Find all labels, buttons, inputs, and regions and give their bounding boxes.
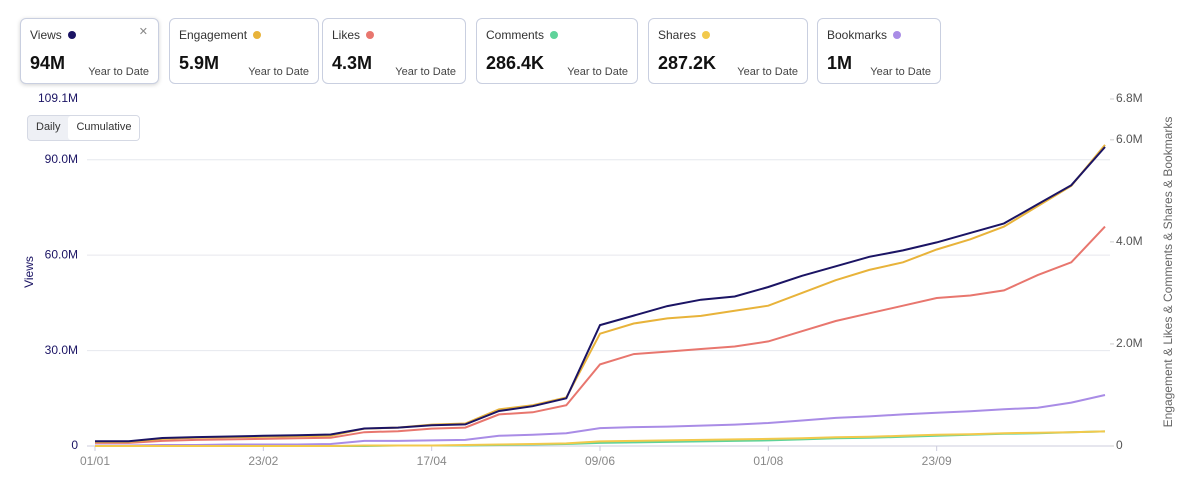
y2-tick-label: 6.0M [1116, 132, 1143, 146]
card-name: Views [30, 28, 76, 42]
card-period: Year to Date [88, 66, 149, 78]
card-label: Engagement [179, 28, 248, 42]
y-tick-label: 0 [71, 438, 78, 452]
card-value: 4.3M [332, 53, 373, 73]
card-value: 286.4K [486, 53, 545, 73]
card-value: 5.9M [179, 53, 220, 73]
card-label: Likes [332, 28, 361, 42]
series-line [95, 394, 1106, 447]
card-period: Year to Date [248, 66, 309, 78]
color-dot [67, 31, 76, 39]
card-value: 287.2K [658, 53, 717, 73]
metric-card[interactable]: Likes 4.3M Year to Date [322, 18, 466, 84]
color-dot [366, 31, 375, 39]
color-dot [253, 31, 262, 39]
card-value: 94M [30, 53, 66, 73]
y-tick-label: 30.0M [45, 343, 78, 357]
card-period: Year to Date [395, 66, 456, 78]
view-toggle: Daily Cumulative [27, 115, 141, 141]
card-name: Shares [658, 28, 711, 42]
metric-card[interactable]: Comments 286.4K Year to Date [476, 18, 638, 84]
x-tick-label: 23/02 [248, 454, 278, 468]
card-name: Comments [486, 28, 559, 42]
card-name: Bookmarks [827, 28, 902, 42]
card-name: Engagement [179, 28, 262, 42]
x-tick-label: 17/04 [417, 454, 447, 468]
toggle-button[interactable]: Cumulative [68, 116, 140, 140]
card-label: Shares [658, 28, 697, 42]
y2-tick-label: 2.0M [1116, 336, 1143, 350]
card-label: Comments [486, 28, 545, 42]
series-line [95, 225, 1106, 444]
y-axis-label: Views [22, 256, 36, 288]
metric-card[interactable]: Bookmarks 1M Year to Date [817, 18, 941, 84]
card-period: Year to Date [567, 66, 628, 78]
close-icon[interactable]: ✕ [138, 26, 148, 38]
metric-card[interactable]: Shares 287.2K Year to Date [648, 18, 808, 84]
card-label: Bookmarks [827, 28, 888, 42]
y2-tick-label: 4.0M [1116, 234, 1143, 248]
x-tick-label: 01/01 [80, 454, 110, 468]
color-dot [702, 31, 711, 39]
metric-card[interactable]: Views 94M Year to Date ✕ [20, 18, 159, 84]
color-dot [893, 31, 902, 39]
y2-axis-label: Engagement & Likes & Comments & Shares &… [1161, 117, 1175, 428]
card-period: Year to Date [737, 66, 798, 78]
card-label: Views [30, 28, 62, 42]
series-line [95, 144, 1106, 443]
x-tick-label: 09/06 [585, 454, 615, 468]
x-tick-label: 01/08 [753, 454, 783, 468]
color-dot [550, 31, 559, 39]
toggle-button[interactable]: Daily [36, 121, 61, 133]
series-line [95, 146, 1106, 443]
series-line [95, 430, 1106, 447]
card-value: 1M [827, 53, 853, 73]
y-tick-label: 109.1M [38, 91, 78, 105]
card-name: Likes [332, 28, 375, 42]
y2-tick-label: 0 [1116, 438, 1123, 452]
metric-card[interactable]: Engagement 5.9M Year to Date [169, 18, 319, 84]
y-tick-label: 60.0M [45, 247, 78, 261]
y-tick-label: 90.0M [45, 152, 78, 166]
x-tick-label: 23/09 [922, 454, 952, 468]
card-period: Year to Date [870, 66, 931, 78]
y2-tick-label: 6.8M [1116, 91, 1143, 105]
